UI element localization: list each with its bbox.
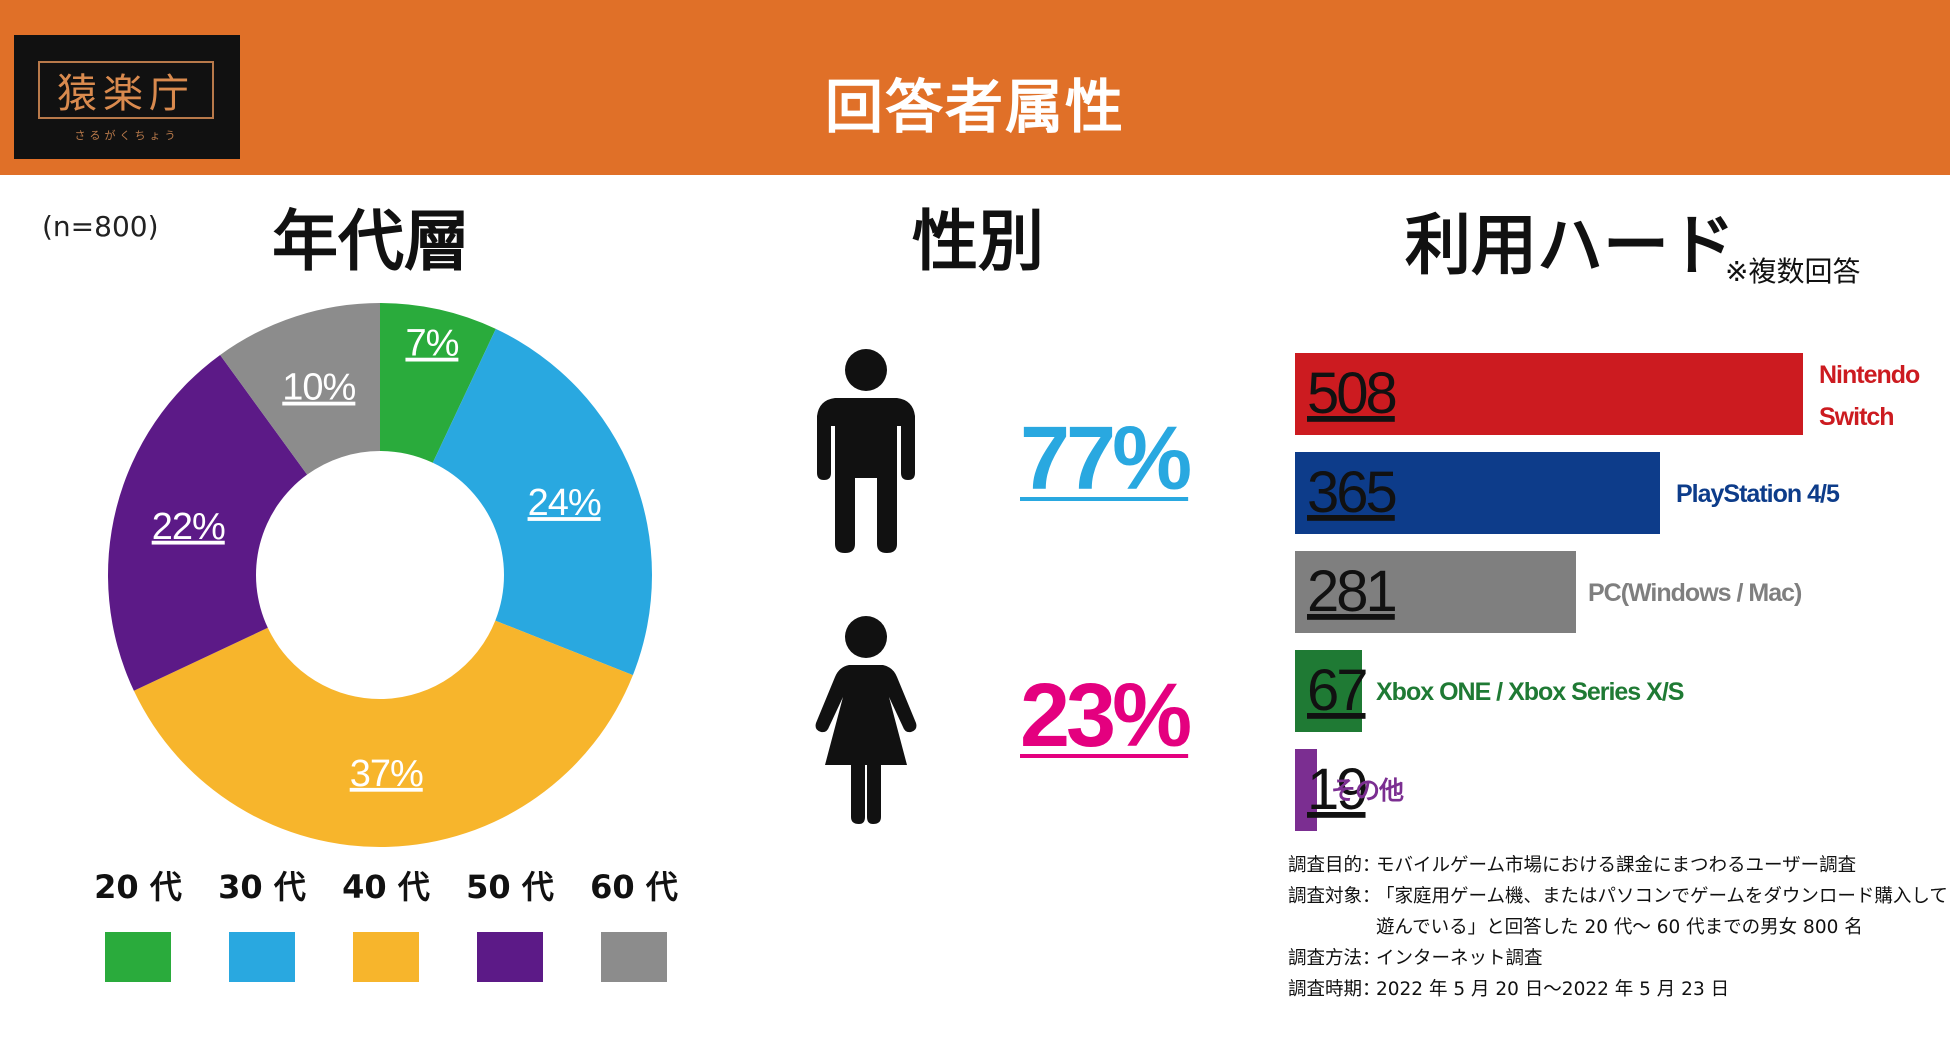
legend-label: 30 代 bbox=[218, 868, 306, 906]
hardware-bar bbox=[1295, 452, 1660, 534]
hardware-bar bbox=[1295, 353, 1803, 435]
donut-slice-label: 10% bbox=[282, 367, 355, 409]
legend-swatch bbox=[477, 932, 543, 982]
legend-swatch bbox=[229, 932, 295, 982]
legend-item: 20 代 bbox=[94, 862, 182, 982]
legend-item: 30 代 bbox=[218, 862, 306, 982]
donut-slice bbox=[432, 328, 653, 676]
legend-swatch bbox=[353, 932, 419, 982]
age-donut-chart: 7% 24% 37% 22% 10% bbox=[108, 303, 653, 848]
footnote-value: インターネット調査 bbox=[1376, 948, 1543, 969]
male-person-icon bbox=[817, 349, 915, 553]
bar-value-label: 19 bbox=[1307, 757, 1366, 822]
male-percentage: 77% bbox=[1020, 409, 1192, 509]
multiple-answer-note: ※複数回答 bbox=[1725, 255, 1861, 288]
footnote-value: 遊んでいる」と回答した 20 代〜 60 代までの男女 800 名 bbox=[1376, 917, 1863, 938]
bar-value-label: 67 bbox=[1307, 658, 1366, 723]
logo-text: 猿楽庁 bbox=[57, 71, 195, 117]
bar-value-label: 281 bbox=[1307, 559, 1396, 624]
survey-footnote: 調査目的： モバイルゲーム市場における課金にまつわるユーザー調査 調査対象： 「家庭用… bbox=[1288, 850, 1948, 1005]
footnote-key: 調査目的： bbox=[1288, 855, 1381, 876]
donut-slice bbox=[380, 303, 496, 463]
legend-label: 60 代 bbox=[590, 868, 678, 906]
legend-label: 40 代 bbox=[342, 868, 430, 906]
female-person-icon bbox=[815, 616, 917, 824]
bar-value-label: 365 bbox=[1307, 460, 1396, 525]
hardware-bar bbox=[1295, 551, 1576, 633]
logo: 猿楽庁 さるがくちょう bbox=[14, 35, 240, 159]
footnote-row: 調査目的： モバイルゲーム市場における課金にまつわるユーザー調査 bbox=[1288, 850, 1948, 881]
legend-item: 60 代 bbox=[590, 862, 678, 982]
bar-category-label: その他 bbox=[1331, 777, 1404, 805]
bar-value-label: 508 bbox=[1307, 361, 1396, 426]
bar-category-label: Switch bbox=[1819, 403, 1894, 431]
header-bar: 猿楽庁 さるがくちょう 回答者属性 bbox=[0, 0, 1950, 175]
footnote-row: 調査方法： インターネット調査 bbox=[1288, 943, 1948, 974]
donut-slice bbox=[220, 303, 380, 475]
bar-category-label: PC(Windows / Mac) bbox=[1588, 579, 1802, 607]
legend-label: 50 代 bbox=[466, 868, 554, 906]
sample-size-note: (n=800) bbox=[42, 210, 159, 243]
legend-label: 20 代 bbox=[94, 868, 182, 906]
female-percentage: 23% bbox=[1020, 666, 1192, 766]
footnote-value: 2022 年 5 月 20 日〜2022 年 5 月 23 日 bbox=[1376, 979, 1730, 1000]
legend-item: 50 代 bbox=[466, 862, 554, 982]
legend-swatch bbox=[601, 932, 667, 982]
hardware-bar-chart: 508 Nintendo Switch 365 PlayStation 4/5 281 PC… bbox=[1295, 353, 1921, 831]
donut-slice bbox=[108, 354, 308, 691]
hardware-section-title: 利用ハード bbox=[1405, 207, 1735, 284]
footnote-row: 調査対象： 「家庭用ゲーム機、またはパソコンでゲームをダウンロード購入して bbox=[1288, 881, 1948, 912]
logo-frame: 猿楽庁 bbox=[38, 61, 214, 119]
donut-slice-label: 7% bbox=[405, 323, 458, 365]
hardware-bar bbox=[1295, 650, 1362, 732]
hardware-bar bbox=[1295, 749, 1317, 831]
legend-item: 40 代 bbox=[342, 862, 430, 982]
bar-category-label: Xbox ONE / Xbox Series X/S bbox=[1376, 678, 1684, 706]
footnote-value: モバイルゲーム市場における課金にまつわるユーザー調査 bbox=[1376, 855, 1857, 876]
footnote-key: 調査方法： bbox=[1288, 948, 1381, 969]
footnote-key: 調査時期： bbox=[1288, 979, 1381, 1000]
legend-swatch bbox=[105, 932, 171, 982]
footnote-value: 「家庭用ゲーム機、またはパソコンでゲームをダウンロード購入して bbox=[1376, 886, 1948, 907]
donut-slice-label: 22% bbox=[152, 506, 225, 548]
footnote-row: 調査時期： 2022 年 5 月 20 日〜2022 年 5 月 23 日 bbox=[1288, 974, 1948, 1005]
donut-slice bbox=[133, 620, 633, 848]
gender-section-title: 性別 bbox=[912, 203, 1044, 280]
age-section-title: 年代層 bbox=[272, 203, 470, 280]
page-title: 回答者属性 bbox=[824, 73, 1125, 141]
donut-slice-label: 24% bbox=[528, 482, 601, 524]
donut-slice-label: 37% bbox=[350, 753, 423, 795]
bar-category-label: PlayStation 4/5 bbox=[1676, 480, 1840, 508]
footnote-row: 遊んでいる」と回答した 20 代〜 60 代までの男女 800 名 bbox=[1288, 912, 1948, 943]
bar-category-label: Nintendo bbox=[1819, 361, 1920, 389]
footnote-key: 調査対象： bbox=[1288, 886, 1381, 907]
logo-subtext: さるがくちょう bbox=[74, 129, 180, 142]
